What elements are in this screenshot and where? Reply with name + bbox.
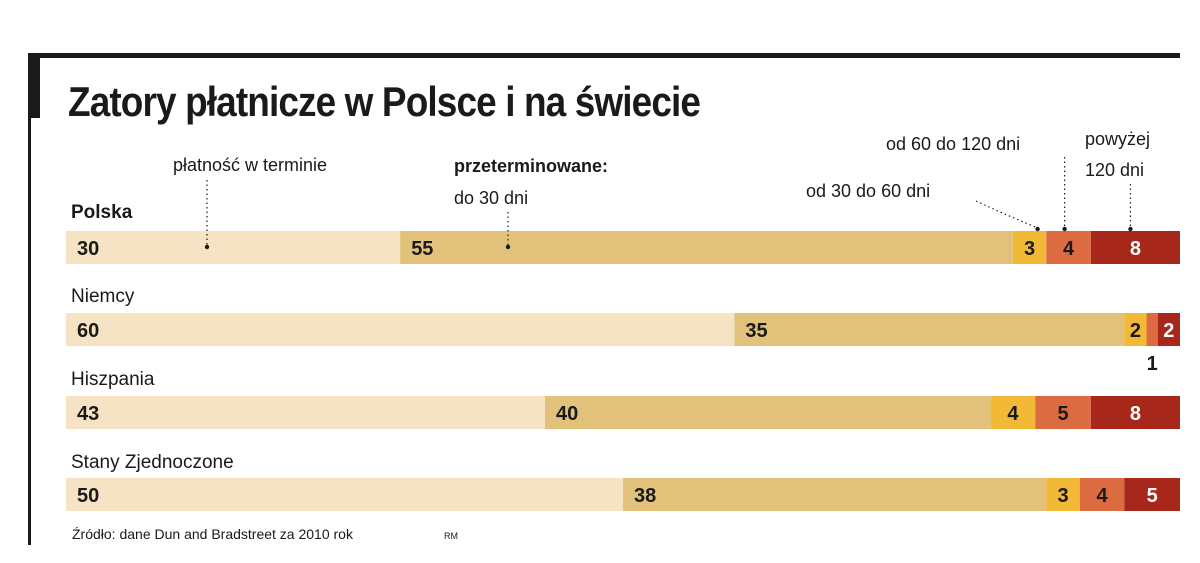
bar-segment <box>1146 313 1158 346</box>
bar-segment <box>734 313 1125 346</box>
data-label: 3 <box>1024 238 1035 260</box>
category-label: Polska <box>71 202 133 223</box>
bar-segment <box>1124 478 1180 511</box>
data-label: 8 <box>1130 403 1141 425</box>
bar-segment <box>1012 231 1047 264</box>
data-label: 55 <box>411 238 433 260</box>
bar-segment <box>66 231 401 264</box>
data-label: 4 <box>1063 238 1075 260</box>
category-label: Hiszpania <box>71 369 155 390</box>
data-label: 60 <box>77 320 99 342</box>
data-label: 3 <box>1057 485 1068 507</box>
category-label: Niemcy <box>71 286 135 307</box>
leader-dot <box>505 244 511 250</box>
frame-left-rule <box>28 53 31 545</box>
legend-header: przeterminowane: <box>454 156 608 176</box>
legend-annotation: powyżej <box>1085 129 1150 149</box>
frame-corner-mark <box>28 53 40 118</box>
legend-annotation: płatność w terminie <box>173 155 327 175</box>
bar-segment <box>1079 478 1125 511</box>
bar-segment <box>1090 396 1180 429</box>
data-label: 1 <box>1147 353 1158 375</box>
leader-dot <box>1128 226 1133 232</box>
bar-segment <box>1157 313 1180 346</box>
bar-segment <box>990 396 1036 429</box>
bar-segment <box>623 478 1047 511</box>
data-label: 4 <box>1007 403 1019 425</box>
data-label: 4 <box>1096 485 1108 507</box>
data-label: 38 <box>634 485 656 507</box>
data-label: 50 <box>77 485 99 507</box>
frame-top-rule <box>28 53 1180 58</box>
credit-mark: RM <box>444 531 458 541</box>
legend-annotation: do 30 dni <box>454 188 528 208</box>
leader-dot <box>1035 226 1040 232</box>
bar-segment <box>1035 396 1091 429</box>
data-label: 8 <box>1130 238 1141 260</box>
data-label: 30 <box>77 238 99 260</box>
bar-segment <box>66 396 546 429</box>
leader-line <box>975 200 1038 229</box>
leader-dot <box>1062 226 1067 232</box>
legend-annotation: od 60 do 120 dni <box>886 134 1020 154</box>
data-label: 5 <box>1147 485 1158 507</box>
chart-title: Zatory płatnicze w Polsce i na świecie <box>68 78 701 125</box>
data-label: 2 <box>1163 320 1174 342</box>
bar-segment <box>545 396 991 429</box>
bar-segment <box>1046 231 1091 264</box>
source-note: Źródło: dane Dun and Bradstreet za 2010 … <box>72 526 353 542</box>
data-label: 35 <box>745 320 767 342</box>
legend-annotation: od 30 do 60 dni <box>806 181 930 201</box>
leader-dot <box>204 244 210 250</box>
category-label: Stany Zjednoczone <box>71 452 234 473</box>
data-label: 40 <box>556 403 578 425</box>
legend-annotation: 120 dni <box>1085 160 1144 180</box>
data-label: 2 <box>1130 320 1141 342</box>
data-label: 5 <box>1057 403 1068 425</box>
bar-segment <box>1124 313 1147 346</box>
data-label: 43 <box>77 403 99 425</box>
bar-segment <box>66 313 735 346</box>
bar-segment <box>1090 231 1180 264</box>
bar-segment <box>66 478 623 511</box>
bar-segment <box>400 231 1013 264</box>
bar-segment <box>1046 478 1080 511</box>
